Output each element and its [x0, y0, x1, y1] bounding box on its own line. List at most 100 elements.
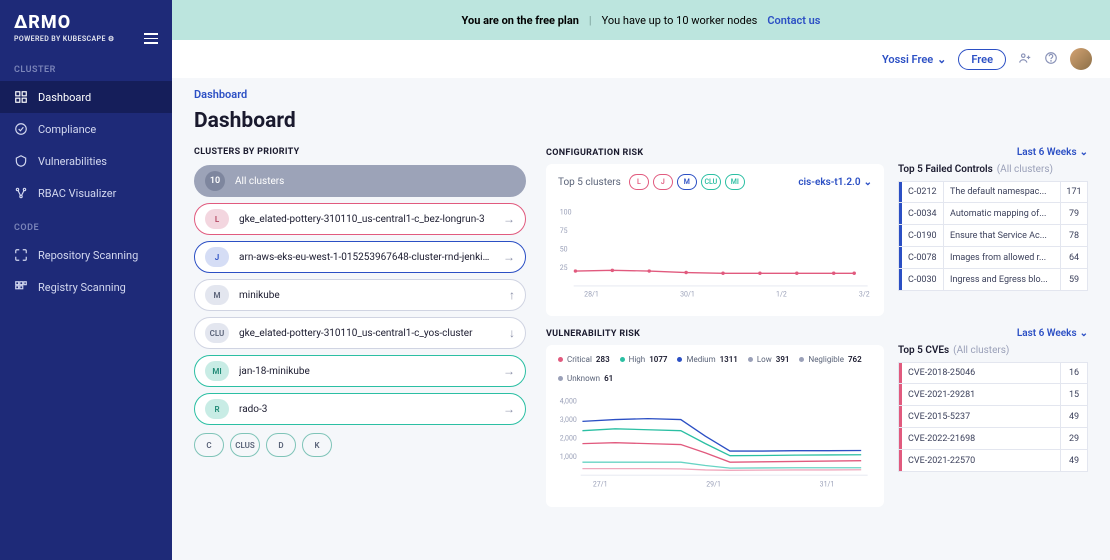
- cluster-mini-badge[interactable]: J: [653, 174, 673, 190]
- legend-item: Medium 1311: [677, 355, 737, 364]
- vuln-range-dropdown[interactable]: Last 6 Weeks⌄: [1017, 328, 1088, 339]
- plan-banner: You are on the free plan | You have up t…: [172, 0, 1110, 40]
- cluster-mini-badge[interactable]: CLU: [701, 174, 721, 190]
- failed-control-row[interactable]: C-0034Automatic mapping of...79: [898, 203, 1088, 225]
- nodes-text: You have up to 10 worker nodes: [602, 14, 758, 27]
- control-id: C-0030: [902, 269, 944, 290]
- legend-item: High 1077: [620, 355, 668, 364]
- nav-icon: [14, 280, 28, 294]
- config-risk-panel: CONFIGURATION RISK Last 6 Weeks⌄ Top 5 c…: [546, 147, 1088, 316]
- help-icon[interactable]: [1044, 51, 1058, 68]
- control-desc: The default namespac...: [944, 182, 1061, 202]
- sidebar-item-repository-scanning[interactable]: Repository Scanning: [0, 239, 172, 271]
- cluster-mini-badge[interactable]: MI: [725, 174, 745, 190]
- cve-row[interactable]: CVE-2015-523749: [898, 406, 1088, 428]
- svg-text:75: 75: [560, 227, 568, 235]
- cluster-name: gke_elated-pottery-310110_us-central1-c_…: [239, 214, 493, 225]
- failed-control-row[interactable]: C-0190Ensure that Service Ac...78: [898, 225, 1088, 247]
- arrow-icon: →: [503, 364, 515, 378]
- nav-icon: [14, 90, 28, 104]
- cluster-row[interactable]: Lgke_elated-pottery-310110_us-central1-c…: [194, 203, 526, 235]
- chevron-down-icon: ⌄: [937, 53, 946, 66]
- cluster-chip[interactable]: D: [266, 433, 296, 457]
- user-dropdown[interactable]: Yossi Free⌄: [882, 53, 946, 66]
- failed-control-row[interactable]: C-0078Images from allowed r...64: [898, 247, 1088, 269]
- cve-count: 15: [1061, 390, 1087, 400]
- config-range-dropdown[interactable]: Last 6 Weeks⌄: [1017, 147, 1088, 158]
- failed-title: Top 5 Failed Controls: [898, 164, 993, 175]
- nav-label: Compliance: [38, 123, 96, 136]
- cluster-chip[interactable]: CLUS: [230, 433, 260, 457]
- cluster-row[interactable]: CLU gke_elated-pottery-310110_us-central1…: [194, 317, 526, 349]
- cluster-chip[interactable]: C: [194, 433, 224, 457]
- breadcrumb[interactable]: Dashboard: [194, 88, 1088, 101]
- user-add-icon[interactable]: [1018, 51, 1032, 68]
- logo-text: ΔRMO: [14, 12, 158, 33]
- cve-id: CVE-2018-25046: [902, 363, 1061, 383]
- svg-text:100: 100: [560, 208, 572, 216]
- cluster-badge: M: [205, 285, 229, 305]
- nav-label: Repository Scanning: [38, 249, 138, 262]
- control-desc: Ingress and Egress blo...: [944, 269, 1061, 290]
- avatar[interactable]: [1070, 48, 1092, 70]
- svg-text:4,000: 4,000: [560, 398, 577, 406]
- cluster-row-all[interactable]: 10All clusters: [194, 165, 526, 197]
- cve-row[interactable]: CVE-2021-2257049: [898, 450, 1088, 472]
- arrow-icon: →: [503, 212, 515, 226]
- control-id: C-0190: [902, 225, 944, 246]
- nav-icon: [14, 248, 28, 262]
- cve-count: 49: [1061, 412, 1087, 422]
- cluster-badge: CLU: [205, 323, 229, 343]
- nav-icon: [14, 154, 28, 168]
- sidebar-section-cluster: CLUSTER: [0, 51, 172, 81]
- sidebar-item-rbac-visualizer[interactable]: RBAC Visualizer: [0, 177, 172, 209]
- config-risk-heading: CONFIGURATION RISK: [546, 148, 643, 158]
- cluster-row[interactable]: MIjan-18-minikube→: [194, 355, 526, 387]
- control-desc: Images from allowed r...: [944, 247, 1061, 268]
- failed-control-row[interactable]: C-0030Ingress and Egress blo...59: [898, 269, 1088, 291]
- contact-link[interactable]: Contact us: [767, 14, 820, 27]
- failed-control-row[interactable]: C-0212The default namespac...171: [898, 181, 1088, 203]
- plan-pill[interactable]: Free: [958, 49, 1006, 70]
- cluster-name: minikube: [239, 290, 499, 301]
- content: Dashboard Dashboard CLUSTERS BY PRIORITY…: [172, 78, 1110, 560]
- control-id: C-0034: [902, 203, 944, 224]
- cluster-row[interactable]: Mminikube↑: [194, 279, 526, 311]
- arrow-icon: →: [503, 402, 515, 416]
- vuln-risk-panel: VULNERABILITY RISK Last 6 Weeks⌄ Critica…: [546, 328, 1088, 507]
- cve-count: 29: [1061, 434, 1087, 444]
- cluster-name: rado-3: [239, 404, 493, 415]
- nav-label: Dashboard: [38, 91, 91, 104]
- control-id: C-0212: [902, 182, 944, 202]
- cluster-badge: MI: [205, 361, 229, 381]
- cluster-chip[interactable]: K: [302, 433, 332, 457]
- arrow-icon: ↓: [509, 326, 515, 340]
- legend-item: Critical 283: [558, 355, 610, 364]
- sidebar: ΔRMO POWERED BY KUBESCAPE ⚙ CLUSTER Dash…: [0, 0, 172, 560]
- cve-id: CVE-2022-21698: [902, 428, 1061, 449]
- cluster-mini-badge[interactable]: M: [677, 174, 697, 190]
- config-framework-dropdown[interactable]: cis-eks-t1.2.0⌄: [798, 177, 872, 188]
- sidebar-item-dashboard[interactable]: Dashboard: [0, 81, 172, 113]
- svg-text:28/1: 28/1: [584, 290, 599, 298]
- divider: |: [589, 14, 592, 27]
- cluster-name: gke_elated-pottery-310110_us-central1-c_…: [239, 328, 499, 339]
- sidebar-item-vulnerabilities[interactable]: Vulnerabilities: [0, 145, 172, 177]
- sidebar-section-code: CODE: [0, 209, 172, 239]
- cluster-row[interactable]: Jarn-aws-eks-eu-west-1-015253967648-clus…: [194, 241, 526, 273]
- cluster-count-badge: 10: [205, 171, 225, 191]
- sidebar-item-registry-scanning[interactable]: Registry Scanning: [0, 271, 172, 303]
- control-count: 78: [1061, 231, 1087, 241]
- sidebar-item-compliance[interactable]: Compliance: [0, 113, 172, 145]
- nav-icon: [14, 122, 28, 136]
- cve-id: CVE-2021-22570: [902, 450, 1061, 471]
- cluster-mini-badge[interactable]: L: [629, 174, 649, 190]
- cve-row[interactable]: CVE-2022-2169829: [898, 428, 1088, 450]
- svg-text:3/2: 3/2: [859, 290, 870, 298]
- cve-row[interactable]: CVE-2021-2928115: [898, 384, 1088, 406]
- cluster-badge: L: [205, 209, 229, 229]
- cluster-row[interactable]: Rrado-3→: [194, 393, 526, 425]
- nav-label: Registry Scanning: [38, 281, 126, 294]
- cve-row[interactable]: CVE-2018-2504616: [898, 362, 1088, 384]
- menu-toggle-icon[interactable]: [144, 30, 158, 47]
